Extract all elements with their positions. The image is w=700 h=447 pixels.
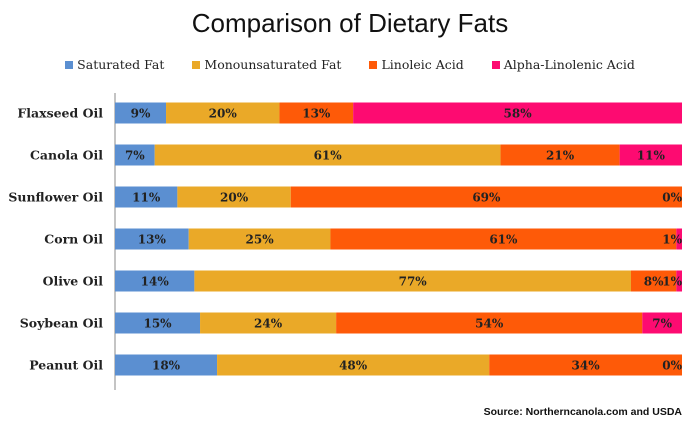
data-label: 58% [504,107,533,121]
data-label: 0% [662,359,682,373]
legend-label: Monounsaturated Fat [204,57,342,72]
data-label: 13% [302,107,331,121]
bar-segment [188,228,331,250]
legend-swatch [369,60,378,69]
legend-label: Saturated Fat [77,57,165,72]
bar-segment [217,354,490,376]
data-label: 11% [132,191,161,205]
category-label: Canola Oil [30,148,103,163]
legend-label: Alpha-Linolenic Acid [503,57,635,72]
category-label: Flaxseed Oil [17,106,103,121]
data-label: 20% [220,191,249,205]
data-label: 11% [637,149,666,163]
bar-segment [115,186,178,208]
chart-legend: Saturated Fat Monounsaturated Fat Linoleic… [0,57,700,72]
category-label: Corn Oil [44,232,103,247]
bar-segment [330,228,677,250]
data-label: 0% [662,191,682,205]
category-label: Peanut Oil [29,358,103,373]
data-label: 24% [254,317,283,331]
bar-segment [177,186,291,208]
bar-segment [279,102,354,124]
data-label: 34% [572,359,601,373]
bar-segment [115,102,167,124]
bar-segment [336,312,643,334]
bar-segment [353,102,682,124]
legend-label: Linoleic Acid [381,57,464,72]
legend-item-1: Monounsaturated Fat [192,57,341,72]
bar-segment [489,354,682,376]
legend-swatch [65,60,74,69]
bar-segment [200,312,337,334]
chart-title: Comparison of Dietary Fats [191,8,509,38]
data-label: 61% [489,233,518,247]
legend-item-2: Linoleic Acid [369,57,464,72]
data-label: 20% [209,107,238,121]
bar-segment [154,144,501,166]
data-label: 9% [131,107,151,121]
data-label: 7% [125,149,145,163]
data-label: 61% [314,149,343,163]
legend-swatch [491,60,500,69]
legend-swatch [192,60,201,69]
bar-segment [676,228,682,250]
bar-segment [500,144,620,166]
data-label: 13% [138,233,167,247]
data-label: 69% [472,191,501,205]
data-label: 77% [399,275,428,289]
bar-segment [290,186,682,208]
bar-segment [115,312,201,334]
data-label: 14% [141,275,170,289]
bar-segment [619,144,682,166]
legend-item-0: Saturated Fat [65,57,164,72]
data-label: 18% [152,359,181,373]
bar-segment [115,228,189,250]
chart-source: Source: Northerncanola.com and USDA [483,406,682,418]
bar-segment [115,144,155,166]
category-label: Olive Oil [43,274,104,289]
bar-segment [642,312,682,334]
bar-segment [115,354,218,376]
bar-segment [166,102,280,124]
data-label: 54% [475,317,504,331]
data-label: 25% [246,233,275,247]
category-label: Sunflower Oil [8,190,103,205]
data-label: 7% [652,317,672,331]
data-label: 8% [644,275,664,289]
legend-item-3: Alpha-Linolenic Acid [491,57,635,72]
data-label: 21% [546,149,575,163]
bar-segment [676,270,682,292]
data-label: 15% [143,317,172,331]
bar-segment [194,270,631,292]
category-label: Soybean Oil [20,316,103,331]
bar-segment [630,270,677,292]
data-label: 48% [339,359,368,373]
data-label: 1% [662,275,682,289]
bar-segment [115,270,195,292]
data-label: 1% [662,233,682,247]
